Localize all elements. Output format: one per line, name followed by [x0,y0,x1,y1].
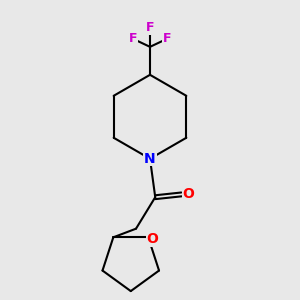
Text: O: O [146,232,158,246]
Text: F: F [162,32,171,46]
Text: O: O [182,188,194,201]
Text: N: N [144,152,156,166]
Text: F: F [129,32,138,46]
Text: F: F [146,21,154,34]
